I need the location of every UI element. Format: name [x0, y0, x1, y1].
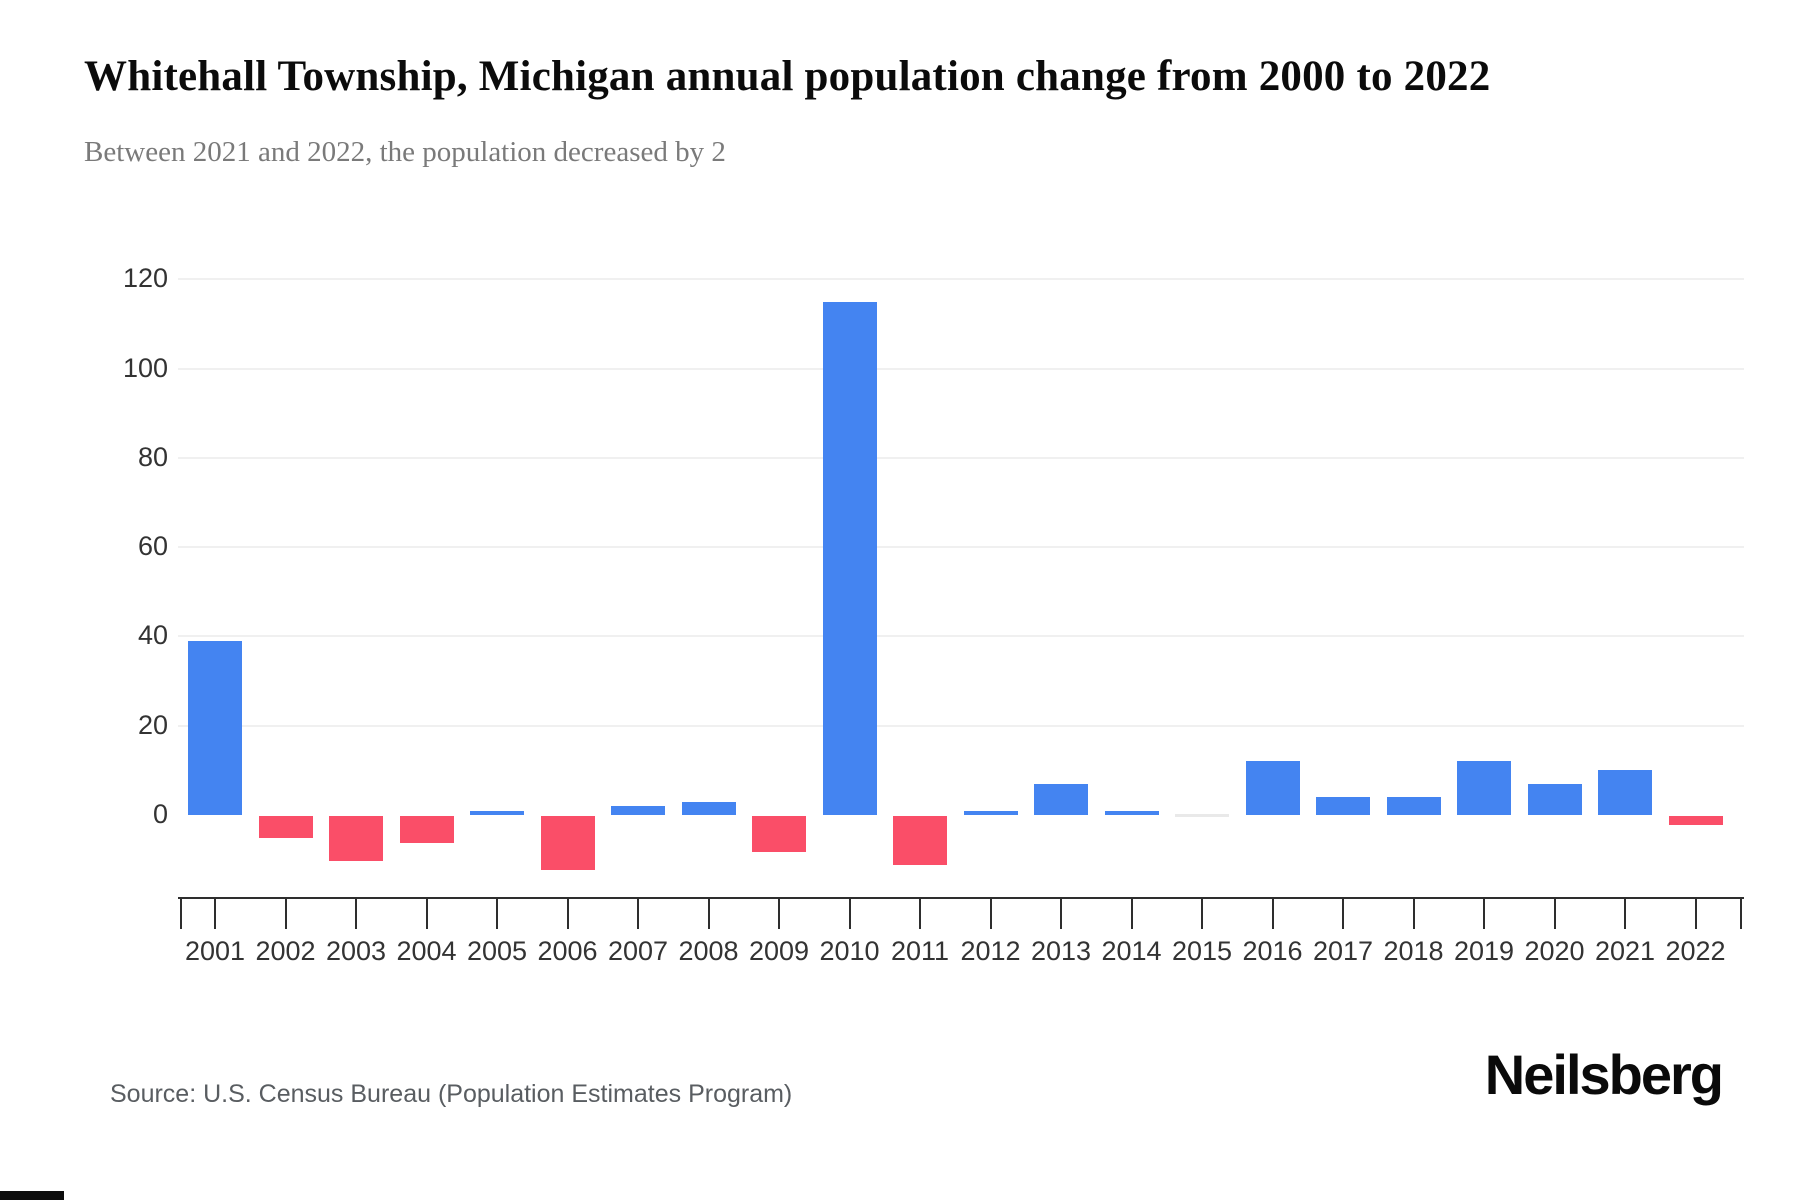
- bar-2017: [1316, 797, 1370, 815]
- x-axis-label-2003: 2003: [325, 936, 387, 966]
- bar-2015: [1175, 814, 1229, 817]
- bar-2002: [258, 816, 313, 839]
- x-axis-label-2018: 2018: [1383, 936, 1444, 966]
- bar-2018: [1386, 797, 1441, 815]
- chart-title: Whitehall Township, Michigan annual popu…: [84, 53, 1491, 100]
- x-axis-tick-2022: [1694, 897, 1697, 929]
- gridline-120: [178, 278, 1744, 281]
- x-axis-tick-2005: [496, 897, 498, 929]
- x-axis-label-2016: 2016: [1242, 936, 1303, 966]
- x-axis-tick-2002: [284, 897, 287, 929]
- bar-2022: [1668, 816, 1723, 825]
- x-axis-tick-2013: [1060, 897, 1062, 929]
- bar-2021: [1598, 770, 1652, 815]
- neilsberg-logo: Neilsberg: [1484, 1043, 1724, 1106]
- bar-2004: [399, 816, 454, 843]
- x-axis-label-2015: 2015: [1171, 936, 1233, 966]
- x-axis-line: [178, 897, 1744, 899]
- x-axis-label-2020: 2020: [1524, 936, 1585, 966]
- x-axis-label-2013: 2013: [1030, 936, 1092, 966]
- bar-2012: [963, 810, 1018, 815]
- x-axis-tick-end: [1740, 897, 1742, 929]
- x-axis-label-2009: 2009: [748, 936, 810, 966]
- x-axis-label-2006: 2006: [537, 936, 598, 966]
- x-axis-label-2001: 2001: [184, 936, 246, 966]
- x-axis-label-2004: 2004: [396, 936, 457, 966]
- x-axis-tick-2009: [778, 897, 780, 929]
- x-axis-tick-2010: [848, 897, 851, 929]
- bar-2006: [540, 816, 595, 870]
- x-axis-tick-2015: [1201, 897, 1203, 929]
- x-axis-label-2007: 2007: [607, 936, 669, 966]
- x-axis-tick-2003: [355, 897, 357, 929]
- x-axis-tick-2008: [707, 897, 710, 929]
- x-axis-tick-2011: [919, 897, 921, 929]
- x-axis-label-2017: 2017: [1312, 936, 1374, 966]
- x-axis-label-2019: 2019: [1453, 936, 1515, 966]
- x-axis-tick-2018: [1412, 897, 1415, 929]
- x-axis-label-2021: 2021: [1594, 936, 1656, 966]
- y-axis-label-60: 60: [137, 531, 168, 562]
- x-axis-tick-2019: [1483, 897, 1485, 929]
- bar-2005: [470, 810, 524, 815]
- x-axis-tick-2006: [566, 897, 569, 929]
- x-axis-tick-2007: [637, 897, 639, 929]
- bar-2001: [188, 640, 242, 815]
- gridline-60: [178, 546, 1744, 549]
- bottom-left-strip: [0, 1191, 64, 1200]
- bar-2009: [752, 816, 806, 852]
- bar-2011: [893, 816, 947, 866]
- x-axis-label-2022: 2022: [1665, 936, 1726, 966]
- y-axis-label-40: 40: [137, 620, 168, 651]
- bar-2003: [329, 816, 383, 861]
- x-axis-tick-2001: [214, 897, 216, 929]
- gridline-40: [178, 635, 1744, 638]
- y-axis-label-80: 80: [137, 441, 168, 472]
- source-attribution: Source: U.S. Census Bureau (Population E…: [110, 1080, 793, 1108]
- bar-2019: [1457, 761, 1511, 815]
- bar-2007: [611, 806, 665, 815]
- bar-2016: [1245, 761, 1300, 815]
- gridline-100: [178, 367, 1744, 370]
- x-axis-tick-2020: [1553, 897, 1556, 929]
- x-axis-tick-2014: [1130, 897, 1133, 929]
- bar-2008: [681, 801, 736, 815]
- bar-2020: [1527, 783, 1582, 815]
- gridline-20: [178, 724, 1744, 727]
- x-axis-label-2011: 2011: [890, 936, 950, 966]
- x-axis-tick-2017: [1342, 897, 1344, 929]
- chart-subtitle: Between 2021 and 2022, the population de…: [84, 136, 726, 168]
- x-axis-tick-2021: [1624, 897, 1626, 929]
- y-axis-label-120: 120: [122, 263, 168, 294]
- y-axis-label-20: 20: [137, 709, 168, 740]
- y-axis-label-100: 100: [122, 352, 168, 383]
- x-axis-tick-2004: [425, 897, 428, 929]
- x-axis-label-2005: 2005: [466, 936, 528, 966]
- x-axis-label-2002: 2002: [255, 936, 316, 966]
- gridline-80: [178, 456, 1744, 459]
- bar-chart-plot: 0 20 40 60 80 100 120 2001 2002 2003 2004 2005 2006 2…: [122, 263, 1744, 966]
- bar-2010: [822, 301, 877, 815]
- x-axis-label-2012: 2012: [960, 936, 1021, 966]
- x-axis-label-2008: 2008: [678, 936, 739, 966]
- bar-2013: [1034, 783, 1088, 815]
- y-axis-label-0: 0: [152, 799, 168, 829]
- x-axis-label-2014: 2014: [1101, 936, 1162, 966]
- x-axis-tick-2012: [989, 897, 992, 929]
- x-axis-tick-start: [180, 897, 182, 929]
- x-axis-label-2010: 2010: [819, 936, 880, 966]
- x-axis-tick-2016: [1271, 897, 1274, 929]
- bar-2014: [1104, 810, 1159, 815]
